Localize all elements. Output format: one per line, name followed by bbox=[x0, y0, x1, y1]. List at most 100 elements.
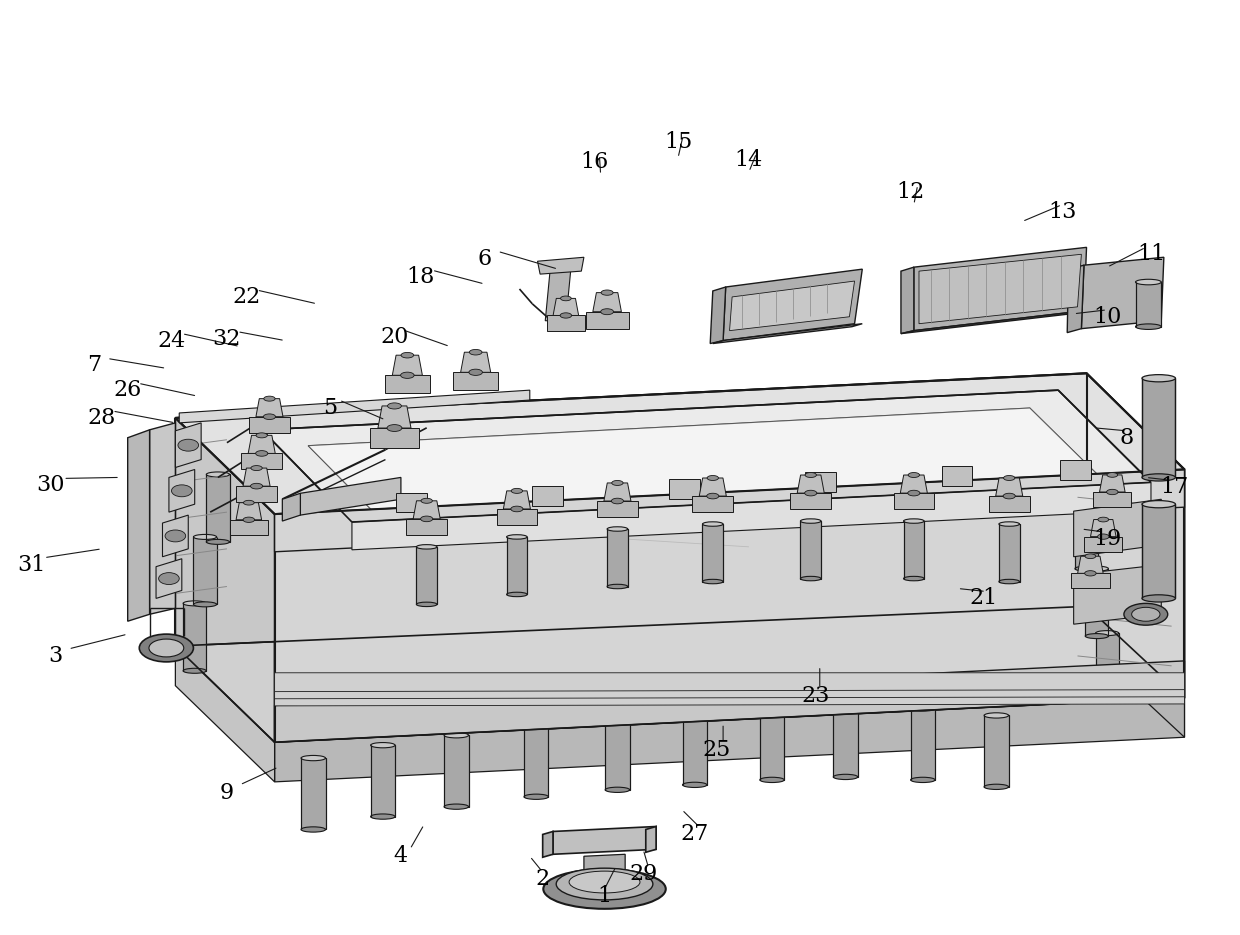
Polygon shape bbox=[274, 680, 1184, 698]
Ellipse shape bbox=[682, 783, 707, 787]
Ellipse shape bbox=[470, 350, 482, 355]
Polygon shape bbox=[894, 493, 934, 510]
Polygon shape bbox=[713, 324, 862, 343]
Polygon shape bbox=[1060, 460, 1091, 480]
Ellipse shape bbox=[511, 488, 522, 494]
Polygon shape bbox=[1081, 257, 1164, 329]
Text: 29: 29 bbox=[629, 863, 657, 885]
Polygon shape bbox=[236, 503, 262, 520]
Polygon shape bbox=[985, 715, 1008, 787]
Text: 21: 21 bbox=[970, 587, 997, 610]
Polygon shape bbox=[608, 529, 627, 586]
Ellipse shape bbox=[1096, 698, 1118, 703]
Polygon shape bbox=[175, 423, 201, 468]
Polygon shape bbox=[833, 706, 858, 777]
Polygon shape bbox=[729, 281, 854, 331]
Ellipse shape bbox=[760, 777, 785, 783]
Polygon shape bbox=[604, 483, 631, 501]
Ellipse shape bbox=[605, 787, 630, 793]
Text: 20: 20 bbox=[381, 325, 409, 348]
Ellipse shape bbox=[1085, 554, 1096, 558]
Polygon shape bbox=[262, 390, 1151, 522]
Text: 24: 24 bbox=[157, 329, 186, 352]
Polygon shape bbox=[255, 398, 283, 417]
Ellipse shape bbox=[507, 535, 527, 539]
Ellipse shape bbox=[1106, 489, 1118, 495]
Polygon shape bbox=[901, 267, 914, 334]
Ellipse shape bbox=[985, 784, 1008, 789]
Polygon shape bbox=[1142, 379, 1176, 478]
Ellipse shape bbox=[703, 522, 723, 526]
Ellipse shape bbox=[601, 290, 613, 295]
Polygon shape bbox=[175, 606, 1184, 742]
Ellipse shape bbox=[557, 869, 653, 899]
Ellipse shape bbox=[444, 733, 469, 738]
Text: 28: 28 bbox=[88, 407, 117, 429]
Polygon shape bbox=[543, 831, 553, 857]
Polygon shape bbox=[308, 408, 1122, 537]
Ellipse shape bbox=[1142, 375, 1176, 381]
Polygon shape bbox=[249, 417, 290, 433]
Polygon shape bbox=[996, 478, 1023, 496]
Ellipse shape bbox=[469, 369, 482, 376]
Text: 8: 8 bbox=[1120, 426, 1133, 449]
Ellipse shape bbox=[805, 472, 816, 478]
Ellipse shape bbox=[511, 506, 523, 511]
Ellipse shape bbox=[1123, 603, 1168, 626]
Polygon shape bbox=[1096, 633, 1118, 700]
Ellipse shape bbox=[1142, 500, 1176, 508]
Ellipse shape bbox=[301, 755, 326, 761]
Ellipse shape bbox=[255, 433, 268, 438]
Polygon shape bbox=[378, 406, 410, 428]
Polygon shape bbox=[392, 355, 423, 375]
Ellipse shape bbox=[904, 519, 924, 524]
Ellipse shape bbox=[387, 424, 402, 431]
Polygon shape bbox=[237, 486, 277, 502]
Ellipse shape bbox=[371, 742, 396, 748]
Polygon shape bbox=[668, 479, 699, 499]
Ellipse shape bbox=[184, 669, 206, 673]
Polygon shape bbox=[308, 408, 1122, 537]
Polygon shape bbox=[274, 673, 1184, 692]
Ellipse shape bbox=[206, 472, 229, 477]
Polygon shape bbox=[723, 269, 862, 340]
Text: 14: 14 bbox=[735, 149, 763, 171]
Polygon shape bbox=[283, 494, 300, 521]
Polygon shape bbox=[274, 469, 1184, 552]
Polygon shape bbox=[248, 436, 275, 453]
Text: 10: 10 bbox=[1092, 306, 1121, 328]
Text: 13: 13 bbox=[1048, 201, 1076, 223]
Polygon shape bbox=[1086, 606, 1184, 738]
Ellipse shape bbox=[159, 572, 180, 584]
Polygon shape bbox=[413, 501, 440, 519]
Ellipse shape bbox=[985, 712, 1008, 718]
Ellipse shape bbox=[179, 439, 198, 451]
Polygon shape bbox=[532, 486, 563, 506]
Ellipse shape bbox=[525, 723, 548, 728]
Polygon shape bbox=[274, 661, 1184, 742]
Polygon shape bbox=[901, 310, 1084, 334]
Polygon shape bbox=[206, 474, 229, 542]
Ellipse shape bbox=[149, 639, 184, 657]
Ellipse shape bbox=[904, 576, 924, 581]
Polygon shape bbox=[1100, 475, 1125, 492]
Text: 18: 18 bbox=[405, 266, 434, 288]
Text: 23: 23 bbox=[802, 684, 830, 707]
Polygon shape bbox=[1075, 501, 1099, 568]
Text: 3: 3 bbox=[48, 645, 63, 667]
Ellipse shape bbox=[600, 309, 614, 315]
Ellipse shape bbox=[243, 500, 254, 505]
Polygon shape bbox=[904, 521, 924, 579]
Ellipse shape bbox=[910, 777, 935, 783]
Ellipse shape bbox=[1003, 494, 1016, 499]
Ellipse shape bbox=[525, 794, 548, 799]
Ellipse shape bbox=[388, 403, 402, 409]
Ellipse shape bbox=[401, 372, 414, 379]
Text: 6: 6 bbox=[477, 248, 492, 270]
Ellipse shape bbox=[1085, 567, 1109, 571]
Ellipse shape bbox=[1107, 472, 1117, 477]
Ellipse shape bbox=[543, 870, 666, 909]
Text: 1: 1 bbox=[598, 885, 611, 907]
Polygon shape bbox=[175, 418, 274, 742]
Ellipse shape bbox=[165, 530, 186, 542]
